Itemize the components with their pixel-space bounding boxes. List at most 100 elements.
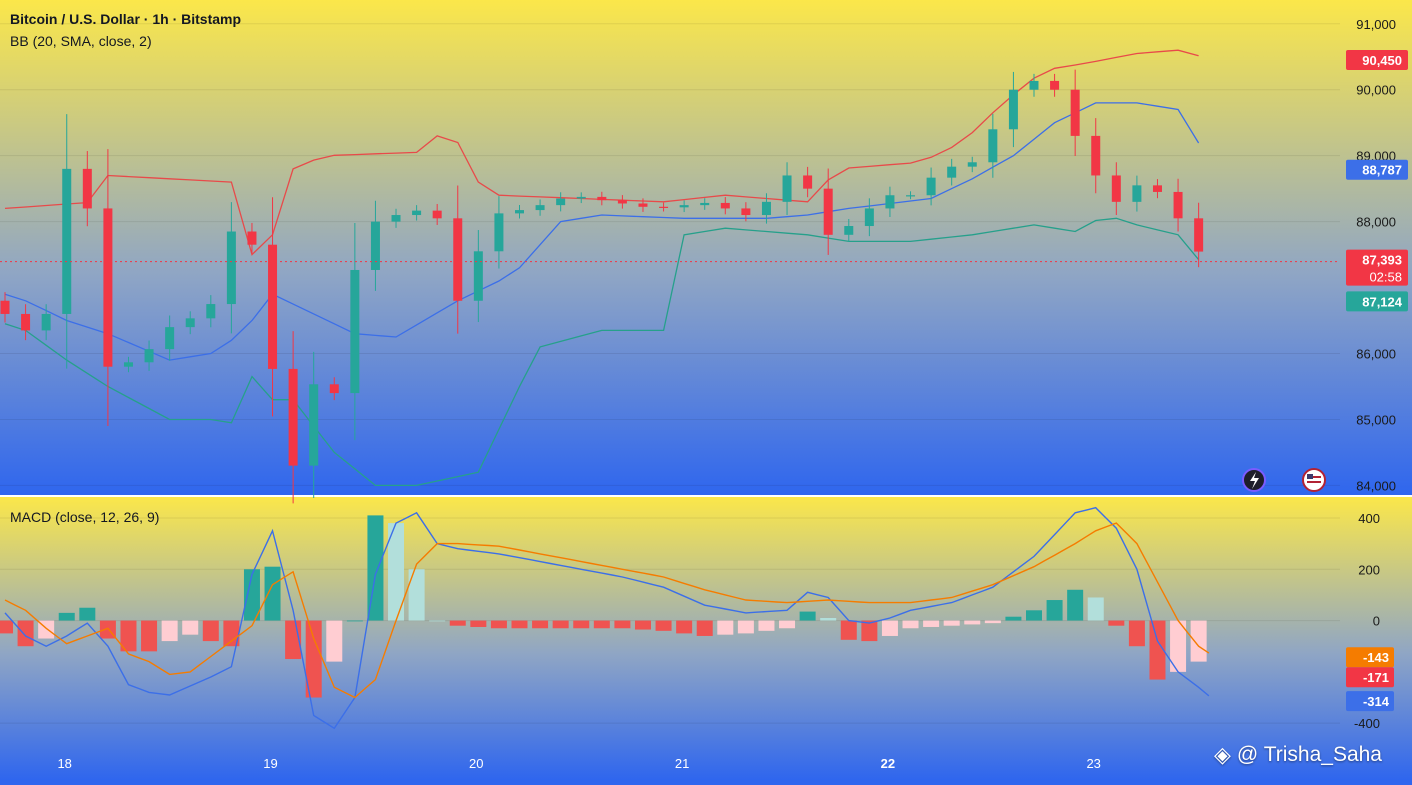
candle[interactable]	[659, 206, 669, 208]
histogram-bar[interactable]	[881, 620, 898, 636]
candle[interactable]	[906, 195, 916, 197]
histogram-bar[interactable]	[161, 620, 178, 642]
histogram-bar[interactable]	[840, 620, 857, 640]
histogram-bar[interactable]	[799, 611, 816, 621]
histogram-bar[interactable]	[964, 620, 981, 625]
candle[interactable]	[206, 304, 216, 319]
histogram-bar[interactable]	[1067, 589, 1084, 621]
histogram-bar[interactable]	[1108, 620, 1125, 626]
histogram-bar[interactable]	[943, 620, 960, 626]
histogram-bar[interactable]	[490, 620, 507, 629]
histogram-bar[interactable]	[861, 620, 878, 642]
candle[interactable]	[1070, 89, 1080, 136]
histogram-bar[interactable]	[655, 620, 672, 631]
candle[interactable]	[1194, 218, 1204, 252]
histogram-bar[interactable]	[984, 620, 1001, 624]
candle[interactable]	[1132, 185, 1142, 202]
candle[interactable]	[62, 168, 72, 314]
histogram-bar[interactable]	[1149, 620, 1166, 680]
histogram-bar[interactable]	[182, 620, 199, 635]
histogram-bar[interactable]	[388, 523, 405, 621]
histogram-bar[interactable]	[532, 620, 549, 629]
candle[interactable]	[21, 313, 31, 331]
candle[interactable]	[247, 231, 257, 245]
candle[interactable]	[391, 215, 401, 222]
last-price-price-tag[interactable]	[1346, 249, 1408, 286]
candle[interactable]	[1111, 175, 1121, 202]
histogram-bar[interactable]	[737, 620, 754, 634]
histogram-bar[interactable]	[717, 620, 734, 635]
candle[interactable]	[82, 168, 92, 209]
lower-band-line[interactable]	[4, 217, 1200, 487]
histogram-bar[interactable]	[1026, 610, 1042, 621]
histogram-bar[interactable]	[552, 620, 569, 629]
histogram-bar[interactable]	[593, 620, 610, 629]
candle[interactable]	[617, 200, 627, 204]
histogram-bar[interactable]	[429, 620, 446, 622]
basis-price-tag[interactable]	[1346, 159, 1408, 180]
histogram-bar[interactable]	[1046, 600, 1063, 621]
candle[interactable]	[576, 196, 586, 199]
candle[interactable]	[720, 202, 730, 209]
histogram-bar[interactable]	[696, 620, 713, 636]
histogram-bar[interactable]	[902, 620, 919, 629]
histogram-bar[interactable]	[141, 620, 158, 652]
candle[interactable]	[597, 196, 607, 201]
candle[interactable]	[432, 210, 442, 219]
histogram-bar[interactable]	[305, 620, 322, 698]
candle[interactable]	[226, 231, 236, 305]
histogram-value-tag[interactable]	[1346, 667, 1394, 688]
macd-line[interactable]	[4, 506, 1210, 730]
histogram-bar[interactable]	[346, 620, 363, 622]
candle[interactable]	[885, 195, 895, 209]
candle[interactable]	[988, 129, 998, 163]
histogram-bar[interactable]	[79, 607, 96, 621]
histogram-bar[interactable]	[676, 620, 693, 634]
candle[interactable]	[761, 201, 771, 216]
candle[interactable]	[700, 202, 710, 206]
lower-band-price-tag[interactable]	[1346, 291, 1408, 312]
candle[interactable]	[103, 208, 113, 367]
candle[interactable]	[947, 166, 957, 178]
upper-band-price-tag[interactable]	[1346, 50, 1408, 71]
histogram-bar[interactable]	[243, 569, 260, 621]
histogram-bar[interactable]	[614, 620, 631, 629]
candle[interactable]	[350, 269, 360, 394]
candle[interactable]	[556, 198, 566, 206]
histogram-bar[interactable]	[511, 620, 528, 629]
candle[interactable]	[515, 210, 524, 214]
candle[interactable]	[412, 210, 422, 216]
candle[interactable]	[638, 203, 648, 207]
histogram-bar[interactable]	[1087, 597, 1104, 621]
candle[interactable]	[268, 244, 278, 369]
histogram-bar[interactable]	[202, 620, 219, 642]
signal-line[interactable]	[4, 522, 1210, 699]
histogram-bar[interactable]	[1005, 616, 1022, 621]
histogram-bar[interactable]	[264, 566, 281, 621]
histogram-bar[interactable]	[449, 620, 466, 626]
candle[interactable]	[1152, 185, 1162, 192]
candle[interactable]	[967, 162, 977, 167]
candle[interactable]	[494, 213, 504, 252]
histogram-bar[interactable]	[1190, 620, 1207, 662]
histogram-bar[interactable]	[0, 620, 13, 634]
histogram-bar[interactable]	[408, 569, 425, 621]
macd-legend[interactable]: MACD (close, 12, 26, 9)	[10, 509, 160, 525]
candle[interactable]	[185, 318, 195, 328]
histogram-bar[interactable]	[779, 620, 796, 629]
histogram-bar[interactable]	[923, 620, 940, 627]
candle[interactable]	[535, 205, 545, 211]
histogram-bar[interactable]	[470, 620, 487, 627]
candle[interactable]	[844, 226, 854, 235]
candle[interactable]	[370, 221, 380, 270]
candle[interactable]	[1050, 80, 1060, 90]
candle[interactable]	[1029, 80, 1039, 90]
histogram-bar[interactable]	[1170, 620, 1187, 672]
candle[interactable]	[329, 384, 339, 394]
candle[interactable]	[926, 177, 936, 196]
candle[interactable]	[1008, 89, 1018, 130]
candle[interactable]	[823, 188, 833, 235]
symbol-title[interactable]: Bitcoin / U.S. Dollar · 1h · Bitstamp	[10, 11, 242, 27]
